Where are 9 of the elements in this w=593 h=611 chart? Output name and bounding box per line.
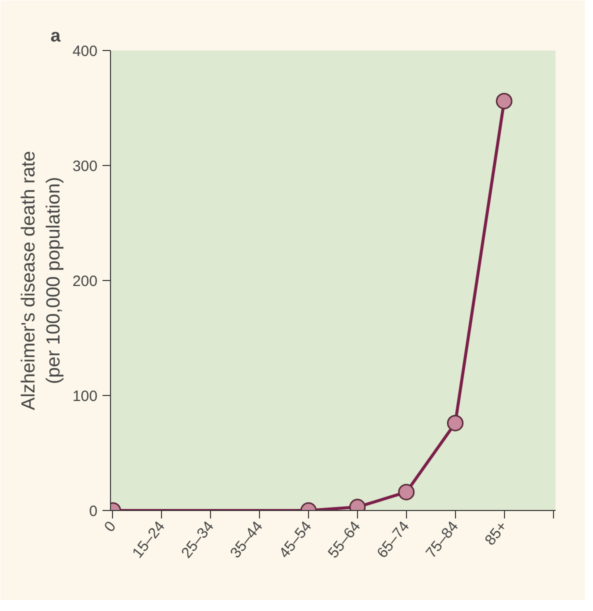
x-tick-label: 0 xyxy=(101,518,120,536)
y-tick-label: 400 xyxy=(72,43,98,60)
y-tick-label: 0 xyxy=(89,503,98,520)
y-tick-label: 300 xyxy=(72,158,98,175)
y-tick-label: 200 xyxy=(72,273,98,290)
x-tick-label: 85+ xyxy=(482,518,511,549)
y-tick-label: 100 xyxy=(72,388,98,405)
y-axis-title: Alzheimer's disease death rate (per 100,000 population) xyxy=(18,150,64,410)
chart-title: a xyxy=(50,26,62,46)
